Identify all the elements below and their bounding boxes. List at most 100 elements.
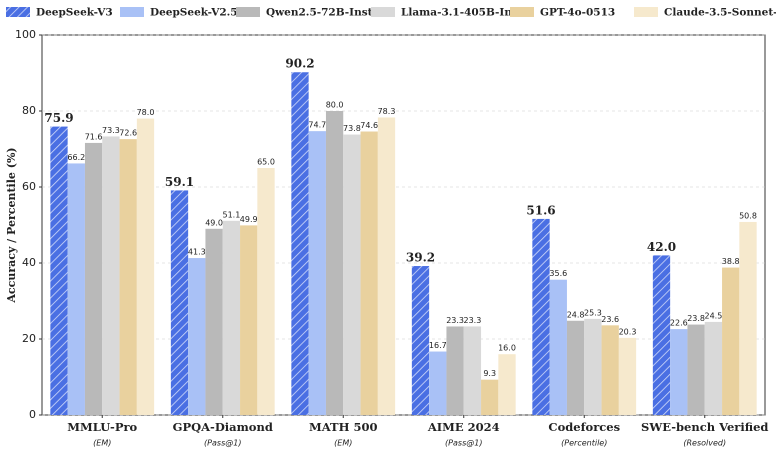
bar [291, 72, 309, 416]
bar [532, 218, 550, 415]
bar [240, 225, 258, 415]
y-tick-label: 100 [15, 28, 36, 41]
bar [429, 351, 447, 415]
bar [325, 111, 344, 415]
value-label: 24.5 [704, 311, 722, 320]
value-label: 74.7 [308, 121, 326, 130]
value-label: 51.1 [222, 210, 240, 219]
legend-label: Llama-3.1-405B-Inst [401, 7, 523, 19]
bar [170, 190, 189, 415]
bar [188, 258, 206, 415]
y-tick-label: 20 [22, 332, 36, 345]
value-label: 23.6 [601, 315, 619, 324]
x-tick-label: Codeforces [548, 420, 620, 434]
bar [584, 318, 602, 415]
y-tick-label: 40 [22, 256, 36, 269]
legend-label: Qwen2.5-72B-Inst [266, 7, 373, 19]
value-label: 50.8 [739, 211, 757, 220]
bar [704, 321, 723, 415]
bar [50, 126, 68, 415]
value-label: 24.8 [567, 310, 585, 319]
bar [549, 279, 567, 415]
bar [102, 136, 120, 415]
legend-label: Claude-3.5-Sonnet-1022 [664, 7, 776, 19]
value-label: 78.0 [137, 108, 155, 117]
value-label: 72.6 [119, 129, 137, 138]
bar [119, 139, 137, 415]
value-label: 16.7 [429, 341, 447, 350]
y-tick-label: 0 [29, 408, 36, 421]
value-label: 74.6 [360, 121, 378, 130]
legend-swatch [371, 7, 395, 17]
legend-swatch [6, 7, 30, 17]
value-label: 71.6 [85, 132, 103, 141]
value-label: 9.3 [483, 369, 496, 378]
value-label: 23.3 [446, 316, 464, 325]
value-label: 65.0 [257, 158, 275, 167]
bar [343, 134, 361, 415]
legend-swatch [236, 7, 260, 17]
legend-swatch [510, 7, 534, 17]
value-label: 59.1 [165, 175, 194, 189]
legend-swatch [634, 7, 658, 17]
value-label: 16.0 [498, 344, 516, 353]
legend-label: DeepSeek-V2.5 [150, 7, 238, 19]
bar [308, 131, 326, 415]
x-tick-label: GPQA-Diamond [173, 420, 273, 434]
value-label: 73.3 [102, 126, 120, 135]
bar [670, 329, 688, 415]
legend-label: GPT-4o-0513 [540, 7, 615, 19]
value-label: 39.2 [406, 251, 435, 265]
value-label: 73.8 [343, 124, 361, 133]
value-label: 78.3 [378, 107, 396, 116]
value-label: 49.0 [205, 218, 223, 227]
y-axis-label: Accuracy / Percentile (%) [5, 147, 18, 303]
x-tick-label: MMLU-Pro [67, 420, 137, 434]
bar [481, 379, 499, 415]
bar [411, 266, 430, 415]
x-tick-sublabel: (Percentile) [561, 439, 607, 448]
x-tick-sublabel: (Resolved) [683, 439, 726, 448]
x-tick-sublabel: (Pass@1) [445, 439, 482, 448]
x-tick-sublabel: (EM) [334, 439, 352, 448]
value-label: 38.8 [722, 257, 740, 266]
value-label: 66.2 [67, 153, 85, 162]
value-label: 25.3 [584, 308, 602, 317]
bar [205, 228, 223, 415]
x-tick-label: AIME 2024 [427, 420, 500, 434]
bar [377, 117, 396, 416]
legend-label: DeepSeek-V3 [36, 7, 113, 19]
x-tick-sublabel: (Pass@1) [204, 439, 241, 448]
bar [601, 325, 619, 415]
bar [687, 324, 705, 415]
x-tick-label: SWE-bench Verified [641, 420, 768, 434]
bar [222, 220, 241, 415]
bar [566, 320, 585, 415]
x-tick-label: MATH 500 [309, 420, 377, 434]
legend-swatch [120, 7, 144, 17]
value-label: 23.3 [463, 316, 481, 325]
value-label: 90.2 [285, 57, 314, 71]
value-label: 22.6 [670, 319, 688, 328]
bar [67, 163, 85, 415]
bar [463, 326, 482, 415]
bar [618, 337, 637, 415]
y-tick-label: 80 [22, 104, 36, 117]
bar [739, 221, 757, 415]
bar [84, 142, 103, 416]
bar [360, 131, 378, 415]
bar [652, 255, 671, 415]
value-label: 35.6 [549, 269, 567, 278]
value-label: 75.9 [44, 111, 73, 125]
y-tick-label: 60 [22, 180, 36, 193]
value-label: 80.0 [326, 101, 344, 110]
bar [446, 326, 464, 415]
value-label: 20.3 [619, 327, 637, 336]
bar [136, 118, 155, 415]
value-label: 51.6 [526, 203, 555, 217]
bar [498, 354, 516, 415]
value-label: 42.0 [647, 240, 676, 254]
bar [257, 168, 275, 415]
value-label: 49.9 [240, 215, 258, 224]
